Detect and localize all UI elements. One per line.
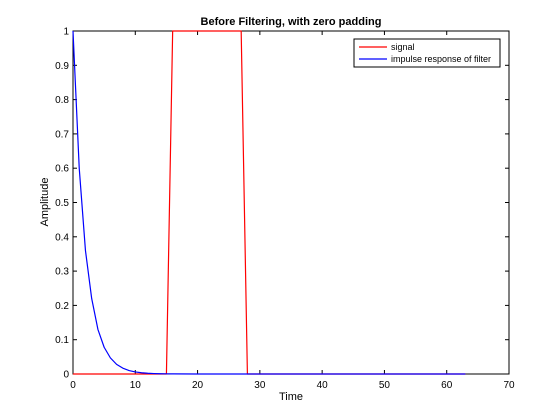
chart-title: Before Filtering, with zero padding xyxy=(201,16,382,28)
y-tick-label: 0.6 xyxy=(55,164,69,175)
x-axis-title: Time xyxy=(279,391,303,403)
y-tick-label: 0.3 xyxy=(55,267,69,278)
y-tick-label: 0.1 xyxy=(55,335,69,346)
y-tick-label: 0.8 xyxy=(55,95,69,106)
y-tick-label: 0.2 xyxy=(55,301,69,312)
x-tick-label: 30 xyxy=(254,380,266,391)
y-axis-title: Amplitude xyxy=(39,178,51,227)
x-tick-label: 60 xyxy=(441,380,453,391)
axes-box xyxy=(72,30,510,375)
y-tick-label: 1 xyxy=(63,27,69,38)
x-tick-label: 10 xyxy=(130,380,142,391)
x-tick-label: 20 xyxy=(192,380,204,391)
series-line-2 xyxy=(72,30,466,375)
y-tick-label: 0 xyxy=(63,370,69,381)
x-tick-label: 50 xyxy=(379,380,391,391)
y-tick-label: 0.7 xyxy=(55,129,69,140)
y-tick-label: 0.4 xyxy=(55,232,69,243)
y-tick-label: 0.9 xyxy=(55,61,69,72)
x-tick-label: 0 xyxy=(70,380,76,391)
x-tick-label: 40 xyxy=(317,380,329,391)
legend-label-1: signal xyxy=(391,42,415,52)
legend-box xyxy=(353,38,501,68)
y-tick-label: 0.5 xyxy=(55,198,69,209)
plot-area: 0 10 20 30 40 50 60 70 0 0.1 0.2 0.3 0.4 0.5 0.6 0.7 0.8… xyxy=(55,27,515,392)
x-tick-label: 70 xyxy=(503,380,515,391)
legend-label-2: impulse response of filter xyxy=(391,54,491,64)
